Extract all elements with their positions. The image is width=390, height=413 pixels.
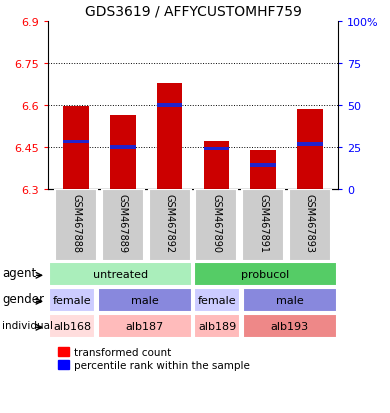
FancyBboxPatch shape: [195, 262, 337, 286]
FancyBboxPatch shape: [149, 190, 191, 261]
FancyBboxPatch shape: [50, 288, 95, 312]
Bar: [204, 147, 229, 151]
Bar: [297, 110, 323, 190]
Text: GSM467890: GSM467890: [211, 193, 222, 252]
FancyBboxPatch shape: [98, 288, 191, 312]
Text: GSM467889: GSM467889: [118, 193, 128, 252]
Text: alb193: alb193: [271, 321, 309, 331]
Bar: [110, 146, 136, 150]
Bar: [157, 83, 183, 190]
Bar: [204, 142, 229, 190]
Text: agent: agent: [2, 266, 36, 280]
Text: GSM467891: GSM467891: [258, 193, 268, 252]
FancyBboxPatch shape: [195, 314, 240, 338]
Text: probucol: probucol: [241, 269, 290, 279]
Bar: [110, 116, 136, 190]
Text: untreated: untreated: [93, 269, 148, 279]
Text: male: male: [131, 295, 159, 305]
Title: GDS3619 / AFFYCUSTOMHF759: GDS3619 / AFFYCUSTOMHF759: [85, 4, 301, 18]
FancyBboxPatch shape: [243, 288, 337, 312]
Text: female: female: [198, 295, 236, 305]
FancyBboxPatch shape: [242, 190, 284, 261]
FancyBboxPatch shape: [102, 190, 144, 261]
Text: individual: individual: [2, 320, 53, 330]
FancyBboxPatch shape: [55, 190, 97, 261]
FancyBboxPatch shape: [50, 262, 191, 286]
Bar: [63, 140, 89, 144]
Text: GSM467888: GSM467888: [71, 193, 81, 252]
Text: male: male: [276, 295, 303, 305]
Text: GSM467892: GSM467892: [165, 193, 175, 252]
Bar: [63, 107, 89, 190]
Text: alb168: alb168: [53, 321, 91, 331]
FancyBboxPatch shape: [50, 314, 95, 338]
Legend: transformed count, percentile rank within the sample: transformed count, percentile rank withi…: [58, 347, 250, 370]
Text: gender: gender: [2, 292, 44, 306]
Bar: [250, 150, 276, 190]
Text: alb189: alb189: [198, 321, 236, 331]
Bar: [250, 164, 276, 168]
Bar: [157, 104, 183, 107]
Text: alb187: alb187: [126, 321, 164, 331]
FancyBboxPatch shape: [195, 190, 238, 261]
FancyBboxPatch shape: [289, 190, 331, 261]
FancyBboxPatch shape: [243, 314, 337, 338]
Text: female: female: [53, 295, 92, 305]
Bar: [297, 143, 323, 147]
Text: GSM467893: GSM467893: [305, 193, 315, 252]
FancyBboxPatch shape: [98, 314, 191, 338]
FancyBboxPatch shape: [195, 288, 240, 312]
